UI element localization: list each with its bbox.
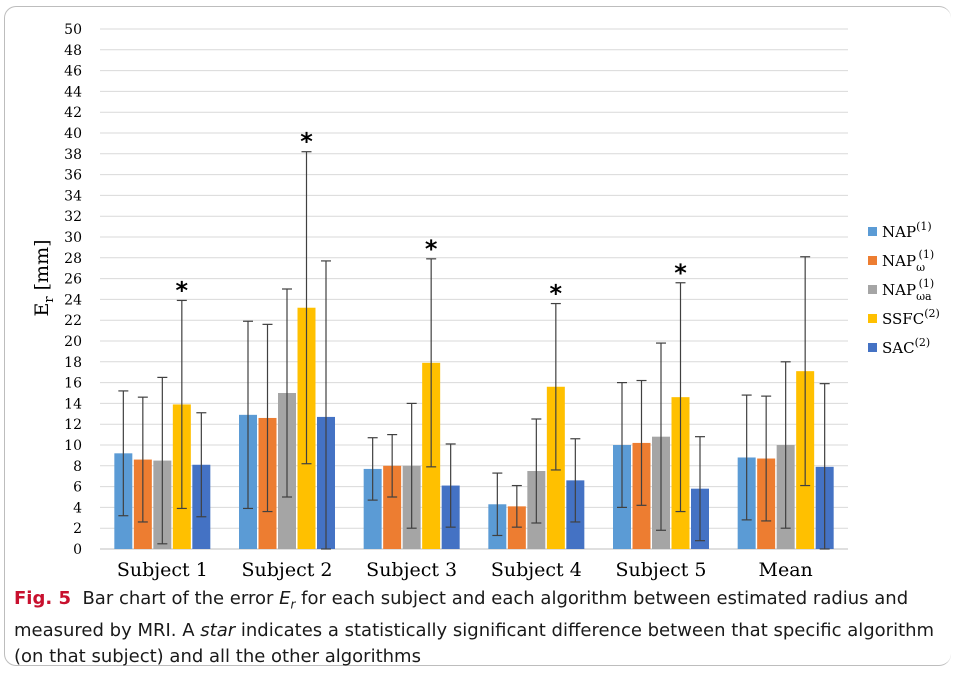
significance-star: * — [176, 276, 189, 304]
y-tick-label: 50 — [64, 22, 82, 38]
significance-markers: * * * * * — [176, 128, 688, 308]
legend: NAP(1) NAPω(1) NAPωa(1) SSFC(2) SAC(2) — [868, 220, 940, 357]
y-tick-label: 30 — [64, 230, 82, 246]
legend-label: NAPω(1) — [882, 248, 934, 274]
y-tick-label: 40 — [64, 126, 82, 142]
y-tick-label: 32 — [64, 209, 82, 225]
y-tick-label: 24 — [64, 292, 82, 308]
y-tick-label: 14 — [64, 396, 82, 412]
y-tick-labels: 0246810121416182022242628303234363840424… — [64, 22, 82, 558]
x-tick-label: Subject 2 — [242, 559, 333, 581]
caption-text-3: indicates a statistically significant di… — [14, 619, 935, 667]
y-tick-label: 0 — [73, 542, 82, 558]
y-tick-label: 18 — [64, 355, 82, 371]
legend-swatch — [868, 227, 877, 236]
figure-frame — [4, 6, 951, 666]
legend-label: NAP(1) — [882, 220, 932, 241]
gridlines — [100, 28, 848, 550]
bar — [363, 468, 382, 549]
x-tick-labels: Subject 1 Subject 2 Subject 3 Subject 4 Subj… — [117, 559, 813, 581]
y-tick-label: 46 — [64, 64, 82, 80]
legend-swatch — [868, 256, 877, 265]
y-axis-label-main: E — [31, 303, 53, 317]
legend-label: SAC(2) — [882, 336, 930, 357]
bar-chart: 0246810121416182022242628303234363840424… — [31, 22, 940, 581]
y-tick-label: 2 — [73, 521, 82, 537]
bar — [383, 465, 402, 549]
y-tick-label: 6 — [73, 480, 82, 496]
y-tick-label: 38 — [64, 147, 82, 163]
y-tick-label: 42 — [64, 105, 82, 121]
caption-emph: star — [200, 619, 236, 641]
y-tick-label: 8 — [73, 459, 82, 475]
y-tick-label: 20 — [64, 334, 82, 350]
x-tick-label: Subject 3 — [366, 559, 457, 581]
y-axis-label-sub: r — [42, 296, 57, 303]
y-tick-label: 4 — [73, 500, 82, 516]
legend-swatch — [868, 285, 877, 294]
y-tick-label: 10 — [64, 438, 82, 454]
y-axis-label-unit: [mm] — [31, 240, 53, 291]
y-tick-label: 48 — [64, 43, 82, 59]
figure-caption: Fig. 5 Bar chart of the error Er for eac… — [14, 586, 950, 670]
x-tick-label: Subject 5 — [616, 559, 707, 581]
y-tick-label: 26 — [64, 272, 82, 288]
y-tick-label: 16 — [64, 376, 82, 392]
significance-star: * — [425, 235, 438, 263]
caption-text-1: Bar chart of the error — [82, 588, 280, 609]
svg-text:Er [mm]: Er [mm] — [31, 240, 57, 317]
y-axis-label: Er [mm] — [31, 240, 57, 317]
caption-label: Fig. 5 — [14, 588, 71, 609]
caption-var: E — [279, 588, 291, 609]
bars — [114, 307, 834, 549]
error-bars — [118, 151, 830, 550]
y-tick-label: 12 — [64, 417, 82, 433]
x-tick-label: Subject 4 — [491, 559, 582, 581]
significance-star: * — [300, 128, 313, 156]
legend-label: NAPωa(1) — [882, 277, 934, 303]
significance-star: * — [674, 259, 687, 287]
significance-star: * — [550, 280, 563, 308]
y-tick-label: 22 — [64, 313, 82, 329]
legend-swatch — [868, 343, 877, 352]
y-tick-label: 44 — [64, 84, 82, 100]
legend-swatch — [868, 314, 877, 323]
y-tick-label: 28 — [64, 251, 82, 267]
caption-text-2: for each subject and each algorithm betw… — [14, 588, 909, 641]
y-tick-label: 34 — [64, 188, 82, 204]
legend-label: SSFC(2) — [882, 307, 940, 328]
x-tick-label: Subject 1 — [117, 559, 208, 581]
x-tick-label: Mean — [759, 559, 813, 581]
caption-var-sub: r — [290, 597, 296, 612]
y-tick-label: 36 — [64, 168, 82, 184]
